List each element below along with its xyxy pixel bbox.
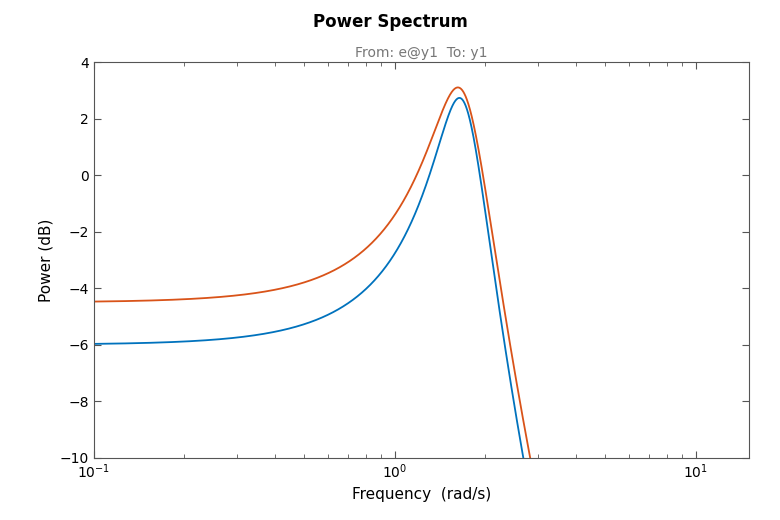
am2 bbox=[89, 341, 98, 347]
am2 bbox=[340, 302, 349, 308]
m0 bbox=[340, 261, 349, 267]
Title: From: e@y1  To: y1: From: e@y1 To: y1 bbox=[355, 46, 488, 60]
m0 bbox=[164, 297, 173, 303]
m0 bbox=[89, 298, 98, 305]
Line: am2: am2 bbox=[94, 98, 749, 520]
X-axis label: Frequency  (rad/s): Frequency (rad/s) bbox=[352, 487, 491, 502]
am2 bbox=[203, 337, 212, 343]
m0 bbox=[203, 295, 212, 301]
Y-axis label: Power (dB): Power (dB) bbox=[39, 218, 54, 302]
Text: Power Spectrum: Power Spectrum bbox=[313, 13, 467, 31]
m0 bbox=[453, 84, 463, 90]
am2 bbox=[455, 95, 464, 101]
m0 bbox=[369, 238, 378, 244]
Line: m0: m0 bbox=[94, 87, 749, 520]
am2 bbox=[164, 339, 173, 345]
am2 bbox=[369, 279, 378, 285]
